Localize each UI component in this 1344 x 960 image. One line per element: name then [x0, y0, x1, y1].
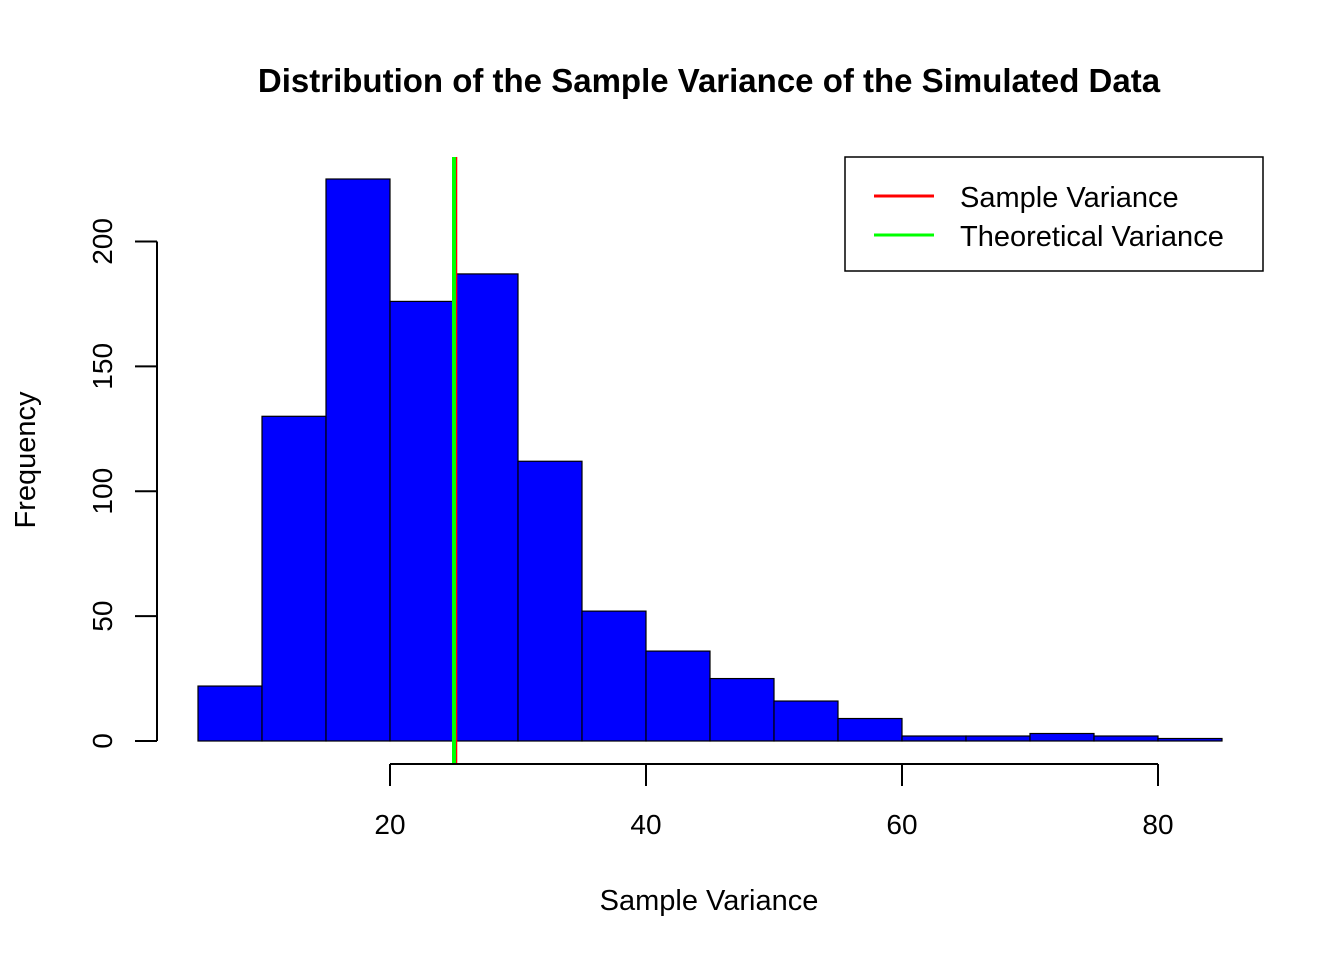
legend-label-theoretical-variance: Theoretical Variance [960, 221, 1224, 253]
histogram-bar [453, 273, 519, 742]
y-axis: 0 50 100 150 200 [87, 218, 158, 749]
legend-box [844, 156, 1264, 272]
reference-lines [452, 157, 458, 765]
histogram-bar [1093, 735, 1159, 742]
histogram-bar [581, 610, 647, 742]
histogram-bar [1157, 737, 1223, 742]
y-tick-label: 0 [87, 733, 118, 749]
x-tick-label: 60 [886, 809, 917, 840]
x-axis-label: Sample Variance [600, 885, 819, 917]
histogram-bar [773, 700, 839, 742]
histogram-bar [645, 650, 711, 742]
legend-label-sample-variance: Sample Variance [960, 182, 1179, 214]
y-tick-label: 50 [87, 601, 118, 632]
y-tick-label: 150 [87, 343, 118, 390]
x-tick-label: 80 [1142, 809, 1173, 840]
histogram-bar [261, 415, 327, 742]
histogram-bar [837, 717, 903, 742]
y-axis-label: Frequency [10, 391, 42, 529]
histogram-bar [197, 685, 263, 742]
histogram-bar [389, 300, 455, 742]
x-axis: 20 40 60 80 [374, 763, 1174, 840]
x-tick-label: 20 [374, 809, 405, 840]
y-tick-label: 200 [87, 218, 118, 265]
histogram-bars [197, 178, 1223, 742]
histogram-bar [517, 460, 583, 742]
histogram-bar [325, 178, 391, 742]
legend: Sample Variance Theoretical Variance [844, 156, 1264, 272]
histogram-bar [901, 735, 967, 742]
chart-title: Distribution of the Sample Variance of t… [258, 62, 1161, 99]
histogram-bar [709, 677, 775, 742]
y-tick-label: 100 [87, 468, 118, 515]
x-tick-label: 40 [630, 809, 661, 840]
histogram-bar [965, 735, 1031, 742]
histogram-bar [1029, 732, 1095, 742]
